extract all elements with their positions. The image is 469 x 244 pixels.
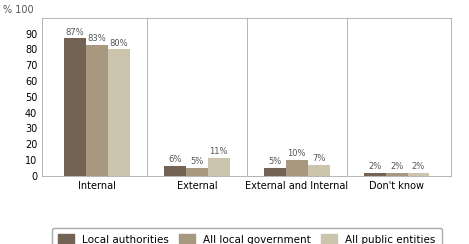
Text: 5%: 5% [268,157,281,166]
Text: 83%: 83% [88,34,106,43]
Text: 2%: 2% [368,162,381,171]
Text: 5%: 5% [190,157,204,166]
Bar [208,158,230,176]
Text: % 100: % 100 [3,5,34,15]
Text: 87%: 87% [66,28,84,37]
Text: 7%: 7% [312,154,325,163]
Bar [386,173,408,176]
Bar [164,166,186,176]
Bar [108,50,130,176]
Bar [286,160,308,176]
Bar [64,39,86,176]
Text: 80%: 80% [110,39,128,48]
Bar [264,168,286,176]
Bar [408,173,430,176]
Text: 6%: 6% [168,155,182,164]
Bar [186,168,208,176]
Bar [86,45,108,176]
Text: 2%: 2% [390,162,403,171]
Text: 10%: 10% [287,149,306,158]
Bar [308,165,330,176]
Text: 11%: 11% [210,147,228,156]
Text: 2%: 2% [412,162,425,171]
Bar [363,173,386,176]
Legend: Local authorities, All local government, All public entities: Local authorities, All local government,… [52,228,442,244]
